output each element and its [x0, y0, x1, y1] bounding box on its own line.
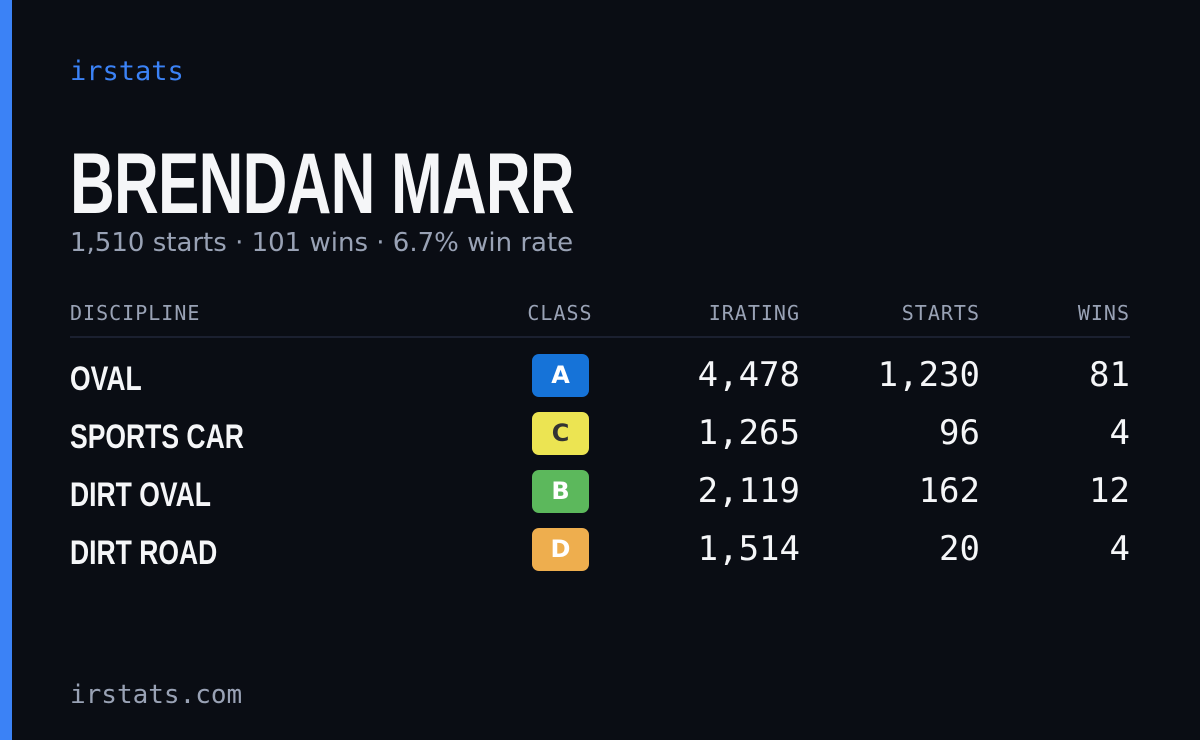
starts: 96: [939, 413, 980, 453]
wins: 4: [1109, 413, 1130, 453]
column-header: DISCIPLINE: [70, 301, 201, 325]
wins: 12: [1089, 471, 1130, 511]
column-header: IRATING: [708, 301, 800, 325]
starts: 20: [939, 529, 980, 569]
discipline: DIRT ROAD: [70, 534, 218, 572]
irating: 2,119: [697, 471, 800, 511]
driver-summary: 1,510 starts · 101 wins · 6.7% win rate: [70, 228, 574, 258]
class-badge: A: [532, 354, 589, 397]
wins: 4: [1109, 529, 1130, 569]
discipline: DIRT OVAL: [70, 476, 211, 514]
starts: 1,230: [877, 355, 980, 395]
class-badge: B: [532, 470, 589, 513]
irating: 4,478: [697, 355, 800, 395]
accent-bar: [0, 0, 12, 740]
class-badge: D: [532, 528, 589, 571]
brand: irstats: [70, 56, 184, 87]
column-header: WINS: [1077, 301, 1130, 325]
discipline: OVAL: [70, 360, 142, 398]
header-rule: [70, 336, 1130, 338]
starts: 162: [918, 471, 980, 511]
discipline: SPORTS CAR: [70, 418, 244, 456]
column-header: CLASS: [527, 301, 593, 325]
irating: 1,514: [697, 529, 800, 569]
footer: irstats.com: [70, 680, 243, 710]
class-badge: C: [532, 412, 589, 455]
column-header: STARTS: [901, 301, 980, 325]
irating: 1,265: [697, 413, 800, 453]
wins: 81: [1089, 355, 1130, 395]
driver-name: BRENDAN MARR: [70, 136, 575, 232]
